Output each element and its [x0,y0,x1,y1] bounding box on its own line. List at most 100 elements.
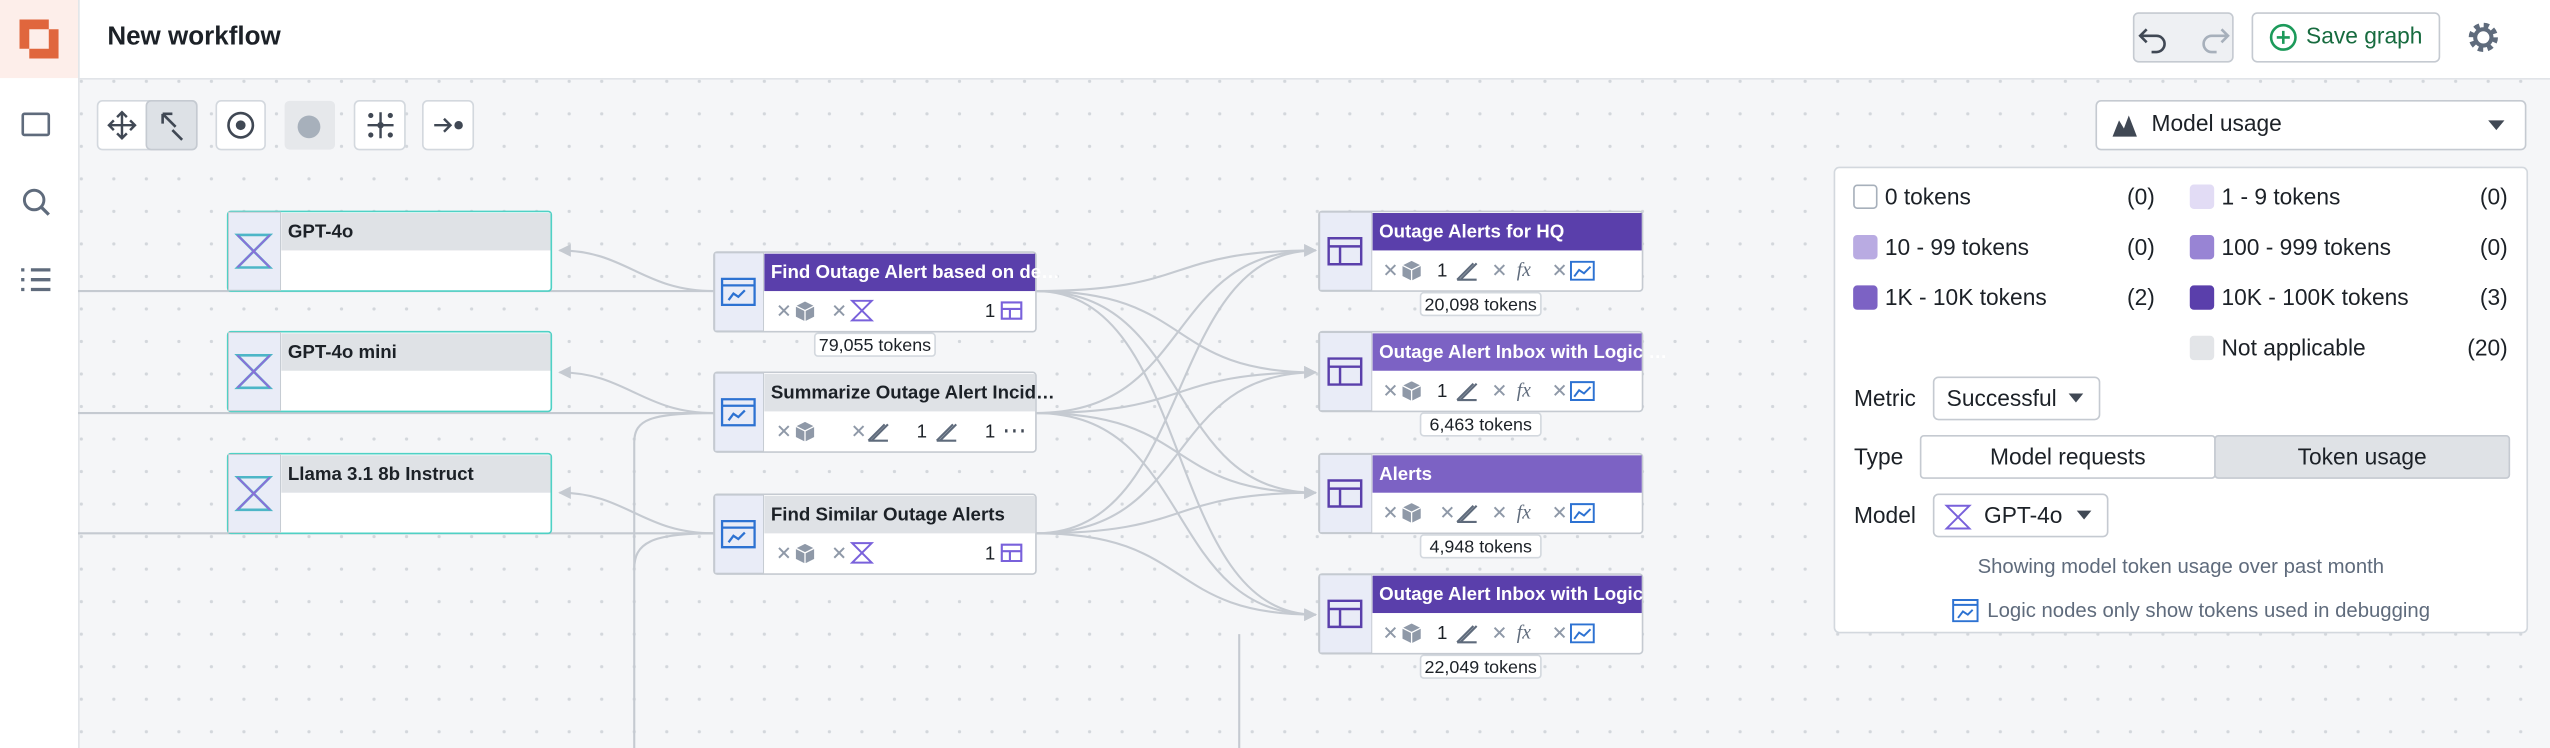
model-usage-dropdown[interactable] [2095,100,2527,151]
model-icon [849,299,875,322]
node-view-icon [1327,479,1363,508]
node-model-icon-inner [236,354,271,389]
node-logic-icon [720,520,756,549]
node-view-icon [1327,237,1363,266]
type-option-label: Model requests [1990,444,2146,470]
remove-icon [1384,384,1397,396]
dropdown-caret [2488,120,2505,131]
logic-node-icon [1952,599,1979,623]
remove-icon [1441,506,1453,518]
node-model-icon-inner [236,476,271,511]
type-option[interactable] [2214,434,2511,479]
undo-redo [2132,12,2234,63]
token-count: 6,463 tokens [1430,415,1532,435]
remove-icon [833,305,845,317]
save-graph-label[interactable]: Save graph [2306,22,2422,48]
connect-tool[interactable] [434,117,453,133]
select-icon [161,112,184,141]
token-count: 22,049 tokens [1425,657,1537,677]
legend-swatch [1853,234,1878,260]
node-label: Outage Alert Inbox with Logic … [1379,341,1667,362]
object-icon [794,420,816,444]
object-icon [794,300,816,323]
model-dropdown[interactable] [1932,493,2109,538]
legend-count: (2) [2127,284,2155,310]
focus-tool[interactable] [227,111,255,139]
token-count: 4,948 tokens [1430,537,1532,557]
node-label: Outage Alert Inbox with Logic [1379,583,1643,604]
workflow-title[interactable]: New workflow [107,20,281,50]
edges [78,244,1317,748]
metric-dropdown[interactable] [1932,376,2101,421]
node-header [764,253,1036,292]
legend-count: (0) [2480,234,2508,260]
remove-icon [833,547,845,559]
logo-bg [0,0,79,79]
legend-label: 1 - 9 tokens [2221,183,2340,209]
sidebar-search[interactable] [22,188,50,216]
logic-icon [935,423,957,442]
remove-icon [1384,506,1397,518]
remove-icon [778,305,790,317]
legend-label: 100 - 999 tokens [2221,234,2390,260]
edge [1035,244,1317,293]
edge [633,532,714,570]
node-logic-icon [720,398,756,427]
layout-tool[interactable] [297,115,321,139]
node-label: GPT-4o [288,220,353,241]
node-count: 1 [1437,622,1447,643]
node-function: fx [1517,623,1531,644]
node-header [764,374,1036,412]
edge [558,244,714,293]
node-count: 1 [1437,259,1447,280]
remove-icon [1384,264,1397,276]
logo[interactable] [19,19,59,59]
app-icon [1570,260,1595,281]
settings-button[interactable] [2468,22,2498,53]
edge [633,411,714,748]
legend-label: 10 - 99 tokens [1885,234,2029,260]
legend-count: (0) [2127,234,2155,260]
sidebar-list[interactable] [21,268,51,292]
edge [1035,486,1317,535]
undo-button[interactable] [2138,28,2166,54]
token-count: 20,098 tokens [1425,294,1537,314]
logic-icon [1456,383,1478,402]
legend-count: (20) [2467,335,2507,361]
remove-icon [778,425,790,437]
logic-icon [1456,504,1478,524]
node-header [281,333,551,371]
node-label: Summarize Outage Alert Incid… [771,381,1055,402]
pan-tool[interactable] [107,110,137,140]
node-view-icon [1327,599,1363,629]
remove-icon [778,547,790,559]
logic-icon [867,423,889,442]
legend-label: 10K - 100K tokens [2221,284,2408,310]
object-icon [1401,501,1423,525]
save-icon [2269,23,2297,51]
remove-icon [1554,626,1566,639]
logic-icon [1456,262,1478,281]
nodes: GPT-4o GPT-4o mini Llama 3.1 8b Instruct Fi… [226,210,1667,679]
node-label: Outage Alerts for HQ [1379,220,1564,241]
dropdown-label: Model usage [2152,110,2282,136]
select-tool[interactable] [145,100,198,151]
save-graph-button[interactable] [2251,12,2441,63]
view-icon [1000,301,1023,320]
metric-label: Metric [1854,385,1916,411]
app-icon [1570,503,1595,523]
node-header [281,213,551,251]
model-label: Model [1854,502,1916,528]
node-header [281,455,551,493]
token-badge [1419,534,1542,559]
remove-icon [1554,384,1566,396]
redo-button[interactable] [2202,28,2230,54]
remove-icon [1554,506,1566,518]
sidebar-overview[interactable] [21,112,51,137]
view-icon [1000,543,1023,563]
edge [1035,244,1317,415]
save-icon-plus [2276,30,2290,44]
legend-count: (3) [2480,284,2508,310]
